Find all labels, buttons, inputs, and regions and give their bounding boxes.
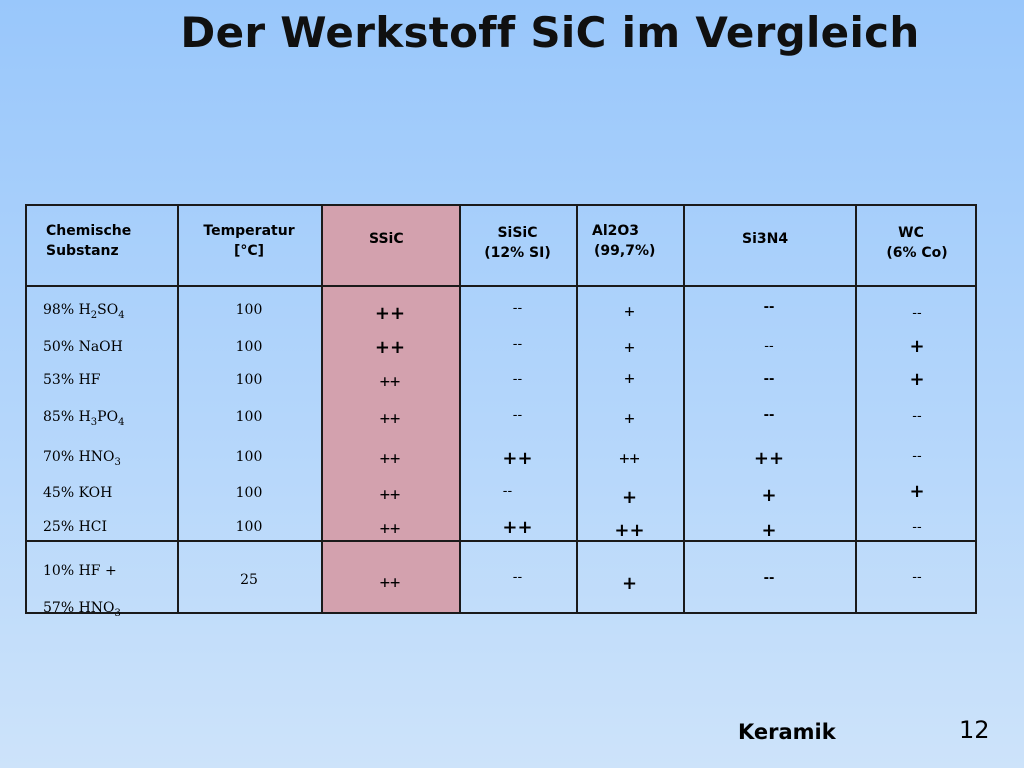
- al2o3-rating: +: [621, 573, 638, 594]
- header-temperature-line2: [°C]: [233, 243, 265, 259]
- si3n4-rating: --: [764, 339, 774, 354]
- substance-cell: 50% NaOH: [43, 339, 123, 355]
- ssic-rating: ++: [379, 409, 401, 429]
- wc-rating: --: [912, 570, 922, 585]
- al2o3-rating: +: [624, 302, 635, 322]
- wc-rating: +: [909, 369, 925, 390]
- substance-cell: 45% KOH: [43, 485, 113, 501]
- ssic-rating: ++: [374, 337, 406, 358]
- ssic-rating: ++: [379, 485, 401, 505]
- wc-rating: --: [912, 449, 922, 464]
- header-temperature-line1: Temperatur: [203, 223, 295, 239]
- header-sisic: SiSiC (12% SI): [459, 223, 576, 263]
- header-al2o3-line1: Al2O3: [592, 223, 640, 239]
- substance-cell: 98% H2SO4: [43, 302, 125, 321]
- substance-line2: 57% HNO3: [43, 600, 121, 619]
- si3n4-rating: --: [763, 372, 775, 387]
- al2o3-rating: +: [624, 369, 635, 389]
- substance-cell: 25% HCI: [43, 519, 108, 535]
- substance-line1: 10% HF +: [43, 563, 117, 579]
- substance-cell: 53% HF: [43, 372, 101, 388]
- al2o3-rating: ++: [614, 520, 645, 541]
- temperature-cell: 100: [235, 372, 263, 388]
- temperature-cell: 100: [235, 302, 263, 318]
- wc-rating: --: [912, 520, 922, 535]
- header-al2o3-line2: (99,7%): [594, 243, 656, 259]
- sisic-rating: --: [512, 408, 523, 423]
- substance-cell: 70% HNO3: [43, 449, 121, 468]
- temperature-cell: 100: [235, 485, 263, 501]
- ssic-column-highlight: [322, 206, 459, 612]
- row-divider: [27, 540, 975, 542]
- page-title: Der Werkstoff SiC im Vergleich: [180, 8, 920, 57]
- wc-rating: --: [912, 409, 922, 424]
- temperature-cell: 100: [235, 519, 263, 535]
- header-al2o3: Al2O3 (99,7%): [592, 221, 655, 261]
- ssic-rating: ++: [379, 449, 401, 469]
- column-divider: [683, 206, 685, 612]
- sisic-rating: --: [512, 570, 523, 585]
- header-wc-line2: (6% Co): [886, 245, 948, 261]
- substance-cell: 10% HF + 57% HNO3: [43, 553, 121, 632]
- header-si3n4: Si3N4: [742, 231, 789, 247]
- footer-label: Keramik: [738, 720, 836, 744]
- column-divider: [177, 206, 179, 612]
- ssic-rating: ++: [379, 372, 401, 392]
- header-wc: WC (6% Co): [855, 223, 979, 263]
- column-divider: [459, 206, 461, 612]
- temperature-cell: 100: [235, 409, 263, 425]
- header-substance-line2: Substanz: [46, 243, 119, 259]
- sisic-rating: --: [512, 301, 523, 316]
- column-divider: [576, 206, 578, 612]
- ssic-rating: ++: [374, 303, 406, 324]
- al2o3-rating: ++: [619, 449, 640, 469]
- header-sisic-line2: (12% SI): [484, 245, 551, 261]
- si3n4-rating: +: [761, 520, 777, 541]
- header-wc-line1: WC: [898, 225, 924, 241]
- ssic-rating: ++: [379, 519, 401, 539]
- al2o3-rating: +: [624, 338, 635, 358]
- header-temperature: Temperatur [°C]: [177, 221, 321, 261]
- si3n4-rating: --: [763, 408, 775, 423]
- comparison-table: Chemische Substanz Temperatur [°C] SSiC …: [25, 204, 979, 619]
- sisic-rating: ++: [502, 448, 533, 469]
- column-divider: [855, 206, 857, 612]
- sisic-rating: --: [512, 337, 523, 352]
- header-ssic: SSiC: [369, 231, 404, 247]
- wc-rating: +: [909, 336, 925, 357]
- sisic-rating: --: [512, 372, 523, 387]
- column-divider: [321, 206, 323, 612]
- wc-rating: +: [909, 481, 925, 502]
- al2o3-rating: +: [621, 487, 638, 508]
- wc-rating: --: [912, 306, 922, 321]
- sisic-rating: ++: [502, 517, 533, 538]
- sisic-rating: --: [502, 484, 513, 499]
- al2o3-rating: +: [624, 409, 635, 429]
- si3n4-rating: +: [761, 485, 777, 506]
- temperature-cell: 25: [240, 572, 258, 588]
- page-number: 12: [959, 716, 990, 744]
- si3n4-rating: ++: [753, 448, 785, 469]
- substance-cell: 85% H3PO4: [43, 409, 125, 428]
- temperature-cell: 100: [235, 449, 263, 465]
- ssic-rating: ++: [379, 573, 401, 593]
- header-divider: [27, 285, 975, 287]
- header-sisic-line1: SiSiC: [497, 225, 538, 241]
- substance-label: 98% H2SO4: [43, 302, 125, 321]
- temperature-cell: 100: [235, 339, 263, 355]
- si3n4-rating: --: [763, 300, 775, 315]
- si3n4-rating: --: [763, 571, 775, 586]
- header-substance-line1: Chemische: [46, 223, 132, 239]
- header-substance: Chemische Substanz: [46, 221, 131, 261]
